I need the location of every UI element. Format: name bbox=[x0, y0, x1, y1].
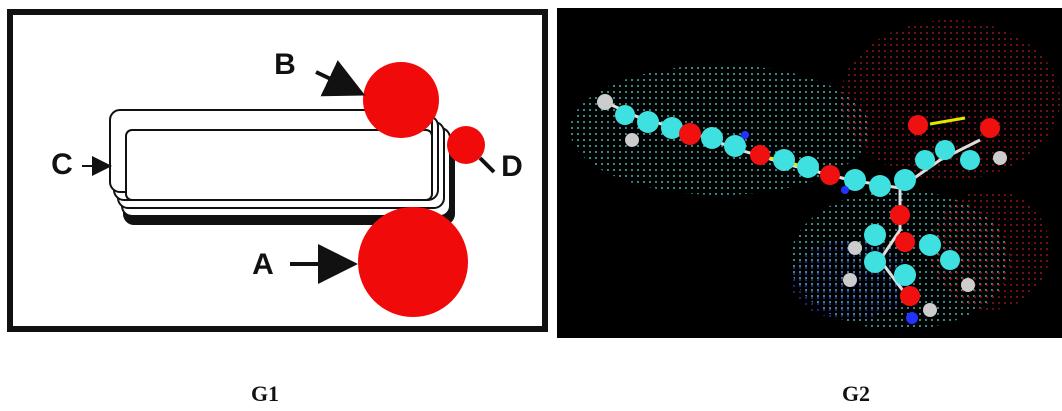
label-b: B bbox=[274, 48, 296, 81]
label-c: C bbox=[51, 148, 73, 181]
lobe-a bbox=[358, 207, 468, 317]
caption-g1: G1 bbox=[251, 381, 279, 406]
caption-g2: G2 bbox=[842, 381, 870, 406]
panel-g2 bbox=[557, 8, 1062, 338]
lobe-d bbox=[447, 126, 485, 164]
figure: B C D A bbox=[0, 0, 1062, 411]
label-a: A bbox=[252, 248, 274, 281]
lobe-b bbox=[363, 62, 439, 138]
panel-g1: B C D A bbox=[10, 12, 545, 329]
label-d: D bbox=[501, 150, 523, 183]
